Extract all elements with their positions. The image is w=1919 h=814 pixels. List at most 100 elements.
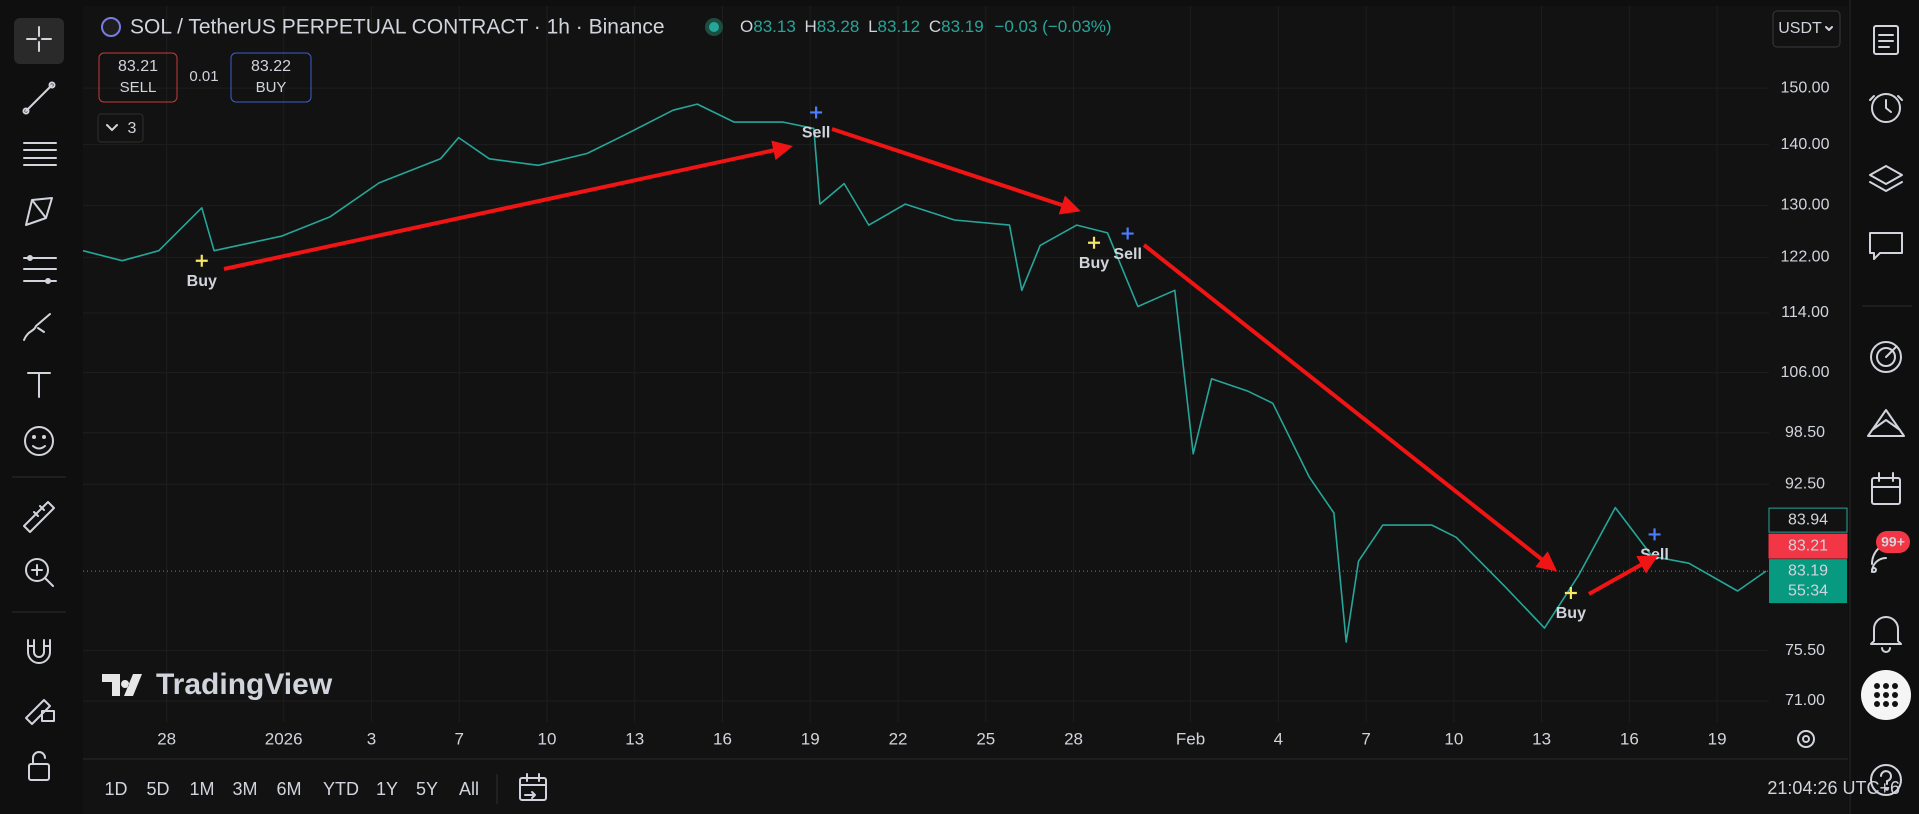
notifications-icon[interactable] — [1870, 616, 1902, 653]
signal-marker — [1564, 586, 1577, 599]
range-button[interactable]: 3M — [232, 779, 257, 799]
ohlc-key: H — [805, 17, 817, 36]
calendar-icon[interactable] — [1871, 472, 1901, 505]
x-tick-label: 13 — [625, 729, 644, 748]
fib-tool[interactable] — [23, 255, 57, 284]
ohlc: O83.13 H83.28 L83.12 C83.19 −0.03 (−0.03… — [740, 17, 1112, 36]
notifications-badge: 99+ — [1881, 534, 1905, 550]
signal-cross — [810, 106, 823, 119]
signal-arrows — [223, 127, 1659, 596]
buy-price: 83.22 — [251, 58, 291, 75]
signal-label: Sell — [1113, 246, 1141, 263]
ohlc-value: 83.12 — [878, 17, 921, 36]
x-tick-label: 22 — [889, 729, 908, 748]
indicators-count: 3 — [128, 120, 137, 137]
signal-label: Sell — [802, 125, 830, 142]
right-toolbar: 99+ — [1861, 25, 1912, 796]
range-button[interactable]: 1Y — [376, 779, 398, 799]
y-tick-label: 106.00 — [1781, 364, 1830, 381]
last-price-tag — [1769, 559, 1847, 604]
range-button[interactable]: 1D — [104, 779, 127, 799]
products-icon — [1874, 683, 1898, 707]
ohlc-key: O — [740, 17, 753, 36]
sell-button[interactable] — [98, 52, 178, 103]
signal-cross — [1648, 528, 1661, 541]
left-toolbar — [12, 18, 66, 781]
pattern-tool[interactable] — [25, 197, 53, 226]
signal-cross — [195, 254, 208, 267]
buy-label: BUY — [256, 79, 287, 96]
ideas-icon[interactable] — [1867, 409, 1905, 437]
signal-cross — [1564, 586, 1577, 599]
signal-marker — [1121, 227, 1134, 240]
ohlc-value: 83.19 — [941, 17, 984, 36]
range-button[interactable]: 5Y — [416, 779, 438, 799]
price-tag — [1768, 533, 1848, 559]
logo-text: TradingView — [156, 668, 333, 701]
symbol-logo — [101, 17, 121, 37]
symbol-title[interactable]: SOL / TetherUS PERPETUAL CONTRACT · 1h ·… — [130, 16, 665, 39]
price-tag — [1768, 507, 1848, 533]
signal-marker — [1648, 528, 1661, 541]
target-icon[interactable] — [1870, 341, 1902, 373]
x-tick-label: 28 — [157, 729, 176, 748]
magnet-tool[interactable] — [27, 639, 51, 664]
range-button[interactable]: YTD — [323, 779, 359, 799]
date-range-icon[interactable] — [519, 773, 547, 801]
signal-label: Buy — [1556, 605, 1586, 622]
settings-icon[interactable] — [1797, 730, 1815, 748]
chart-pane — [83, 6, 1848, 814]
range-button[interactable]: All — [459, 779, 479, 799]
price-line — [82, 103, 1767, 643]
trendline-tool[interactable] — [22, 81, 56, 115]
signal-cross — [1121, 227, 1134, 240]
watchlist-icon[interactable] — [1873, 25, 1899, 55]
layers-icon[interactable] — [1869, 165, 1903, 192]
arrow — [1588, 555, 1659, 596]
x-tick-label: 3 — [367, 729, 376, 748]
x-tick-label: 10 — [1444, 729, 1463, 748]
x-tick-label: Feb — [1176, 729, 1205, 748]
help-icon[interactable] — [1870, 764, 1902, 796]
crosshair-tool[interactable] — [26, 26, 52, 52]
y-tick-label: 92.50 — [1785, 475, 1825, 492]
signal-label: Buy — [187, 273, 217, 290]
status-dot — [709, 22, 719, 32]
badge — [1876, 531, 1910, 553]
ohlc-key: C — [929, 17, 941, 36]
currency-select[interactable] — [1772, 10, 1841, 48]
brush-tool[interactable] — [23, 313, 51, 341]
range-button[interactable]: 5D — [146, 779, 169, 799]
x-tick-label: 7 — [454, 729, 463, 748]
quantity[interactable]: 0.01 — [189, 68, 218, 85]
range-button[interactable]: 6M — [276, 779, 301, 799]
lock-tool[interactable] — [28, 751, 50, 781]
chevron — [1825, 26, 1833, 31]
ruler-tool[interactable] — [23, 501, 55, 533]
y-tick-label: 75.50 — [1785, 642, 1825, 659]
y-tick-label: 150.00 — [1781, 79, 1830, 96]
y-tick-label: 71.00 — [1785, 692, 1825, 709]
y-tick-label: 122.00 — [1781, 249, 1830, 266]
y-tick-label: 98.50 — [1785, 424, 1825, 441]
emoji-tool[interactable] — [24, 426, 54, 456]
x-tick-label: 19 — [1708, 729, 1727, 748]
chat-icon[interactable] — [1869, 232, 1903, 260]
buy-button[interactable] — [230, 52, 312, 103]
signal-label: Buy — [1079, 255, 1109, 272]
range-bar: 1D 5D 1M 3M 6M YTD 1Y 5Y All — [104, 779, 479, 799]
y-tick-label: 140.00 — [1781, 136, 1830, 153]
y-tick-label: 130.00 — [1781, 197, 1830, 214]
arrow — [831, 127, 1081, 215]
sell-price: 83.21 — [118, 58, 158, 75]
signal-cross — [1088, 236, 1101, 249]
text-tool[interactable] — [27, 372, 51, 398]
alerts-icon[interactable] — [1869, 93, 1903, 123]
range-button[interactable]: 1M — [189, 779, 214, 799]
indicators-toggle[interactable] — [97, 113, 144, 143]
signal-marker — [810, 106, 823, 119]
lines-tool[interactable] — [23, 142, 57, 166]
zoom-tool[interactable] — [25, 558, 54, 587]
lock-drawing-tool[interactable] — [25, 699, 55, 725]
